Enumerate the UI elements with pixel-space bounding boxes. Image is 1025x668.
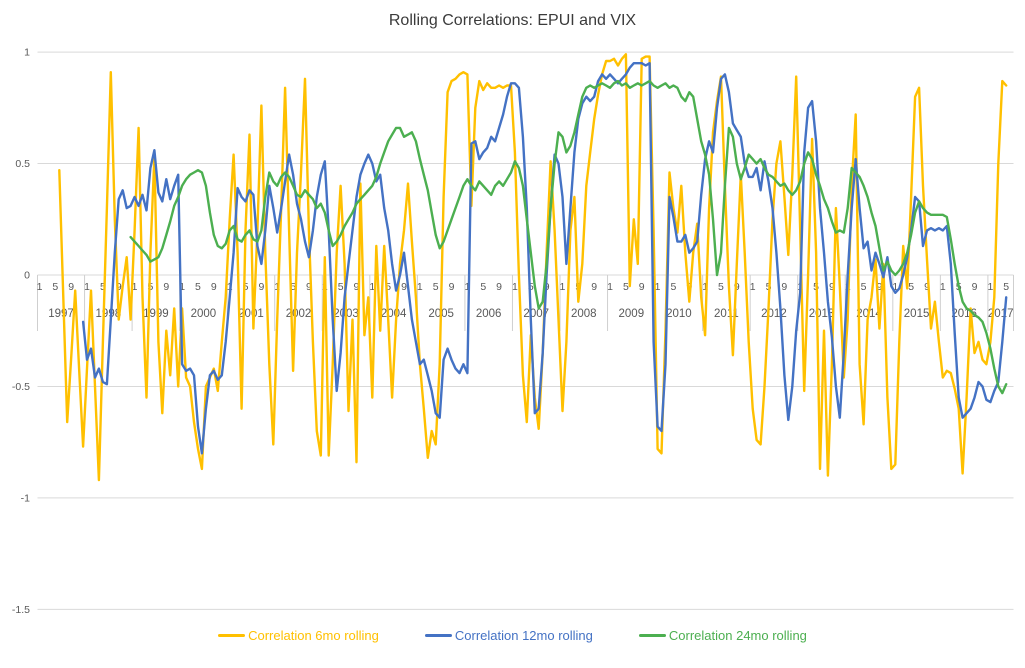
legend-label: Correlation 6mo rolling [248, 628, 379, 643]
x-month-tick-label: 9 [591, 281, 597, 293]
x-month-tick-label: 5 [861, 281, 867, 293]
legend-line-swatch [424, 634, 452, 637]
x-month-tick-label: 1 [750, 281, 756, 293]
x-month-tick-label: 9 [116, 281, 122, 293]
x-month-tick-label: 5 [1003, 281, 1009, 293]
x-month-tick-label: 9 [781, 281, 787, 293]
x-year-label: 1999 [143, 308, 169, 320]
x-month-tick-label: 9 [639, 281, 645, 293]
y-axis-tick-label: 1 [24, 47, 30, 59]
legend-label: Correlation 12mo rolling [454, 628, 593, 643]
x-month-tick-label: 1 [607, 281, 613, 293]
x-month-tick-label: 1 [655, 281, 661, 293]
x-month-tick-label: 9 [306, 281, 312, 293]
x-month-tick-label: 5 [623, 281, 629, 293]
x-month-tick-label: 1 [892, 281, 898, 293]
x-month-tick-label: 5 [290, 281, 296, 293]
x-month-tick-label: 9 [496, 281, 502, 293]
series-line-correlation-12mo-rolling [81, 62, 1008, 455]
x-month-tick-label: 1 [702, 281, 708, 293]
legend-label: Correlation 24mo rolling [668, 628, 807, 643]
x-month-tick-label: 5 [100, 281, 106, 293]
x-month-tick-label: 9 [972, 281, 978, 293]
x-month-tick-label: 1 [179, 281, 185, 293]
y-axis-tick-label: 0 [24, 270, 30, 282]
x-month-tick-label: 5 [528, 281, 534, 293]
y-axis-tick-label: -1.5 [12, 604, 30, 616]
x-month-tick-label: 9 [829, 281, 835, 293]
y-axis-tick-label: -1 [21, 492, 30, 504]
legend-item: Correlation 6mo rolling [218, 628, 379, 643]
y-axis-tick-label: 0.5 [15, 158, 30, 170]
x-month-tick-label: 9 [877, 281, 883, 293]
chart-title: Rolling Correlations: EPUI and VIX [388, 12, 637, 29]
x-year-label: 2010 [666, 308, 692, 320]
x-month-tick-label: 5 [52, 281, 58, 293]
series-line-correlation-24mo-rolling [129, 79, 1008, 395]
x-month-tick-label: 1 [464, 281, 470, 293]
x-month-tick-label: 9 [258, 281, 264, 293]
x-month-tick-label: 9 [449, 281, 455, 293]
x-month-tick-label: 1 [84, 281, 90, 293]
gridlines [37, 51, 1014, 610]
x-month-tick-label: 5 [385, 281, 391, 293]
x-month-tick-label: 1 [369, 281, 375, 293]
x-month-tick-label: 9 [211, 281, 217, 293]
x-month-tick-label: 9 [68, 281, 74, 293]
x-month-tick-label: 5 [433, 281, 439, 293]
x-year-label: 2011 [714, 308, 739, 320]
x-month-tick-label: 1 [512, 281, 518, 293]
x-month-tick-label: 1 [37, 281, 43, 293]
x-year-label: 2006 [476, 308, 502, 320]
x-year-label: 1998 [96, 308, 122, 320]
legend-line-swatch [218, 634, 246, 637]
x-month-tick-label: 1 [940, 281, 946, 293]
x-month-tick-label: 5 [670, 281, 676, 293]
x-month-tick-label: 5 [338, 281, 344, 293]
x-year-label: 1997 [48, 308, 74, 320]
x-year-label: 2008 [571, 308, 597, 320]
x-month-tick-label: 5 [195, 281, 201, 293]
x-month-tick-label: 1 [987, 281, 993, 293]
legend: Correlation 6mo rolling Correlation 12mo … [0, 628, 1025, 643]
x-year-label: 2009 [619, 308, 645, 320]
x-month-tick-label: 5 [908, 281, 914, 293]
legend-item: Correlation 12mo rolling [424, 628, 593, 643]
x-month-tick-label: 9 [401, 281, 407, 293]
x-year-label: 2012 [761, 308, 787, 320]
x-year-label: 2015 [904, 308, 930, 320]
x-month-tick-label: 1 [132, 281, 138, 293]
x-month-tick-label: 9 [163, 281, 169, 293]
x-year-label: 2004 [381, 308, 407, 320]
x-month-tick-label: 9 [354, 281, 360, 293]
x-month-tick-label: 5 [718, 281, 724, 293]
x-month-tick-label: 5 [243, 281, 249, 293]
y-axis-tick-label: -0.5 [12, 381, 30, 393]
x-year-label: 2000 [191, 308, 217, 320]
x-year-label: 2002 [286, 308, 312, 320]
legend-item: Correlation 24mo rolling [638, 628, 807, 643]
x-month-tick-label: 1 [560, 281, 566, 293]
x-month-tick-label: 5 [480, 281, 486, 293]
x-month-tick-label: 9 [924, 281, 930, 293]
x-year-label: 2001 [238, 308, 264, 320]
x-month-tick-label: 1 [417, 281, 423, 293]
legend-line-swatch [638, 634, 666, 637]
